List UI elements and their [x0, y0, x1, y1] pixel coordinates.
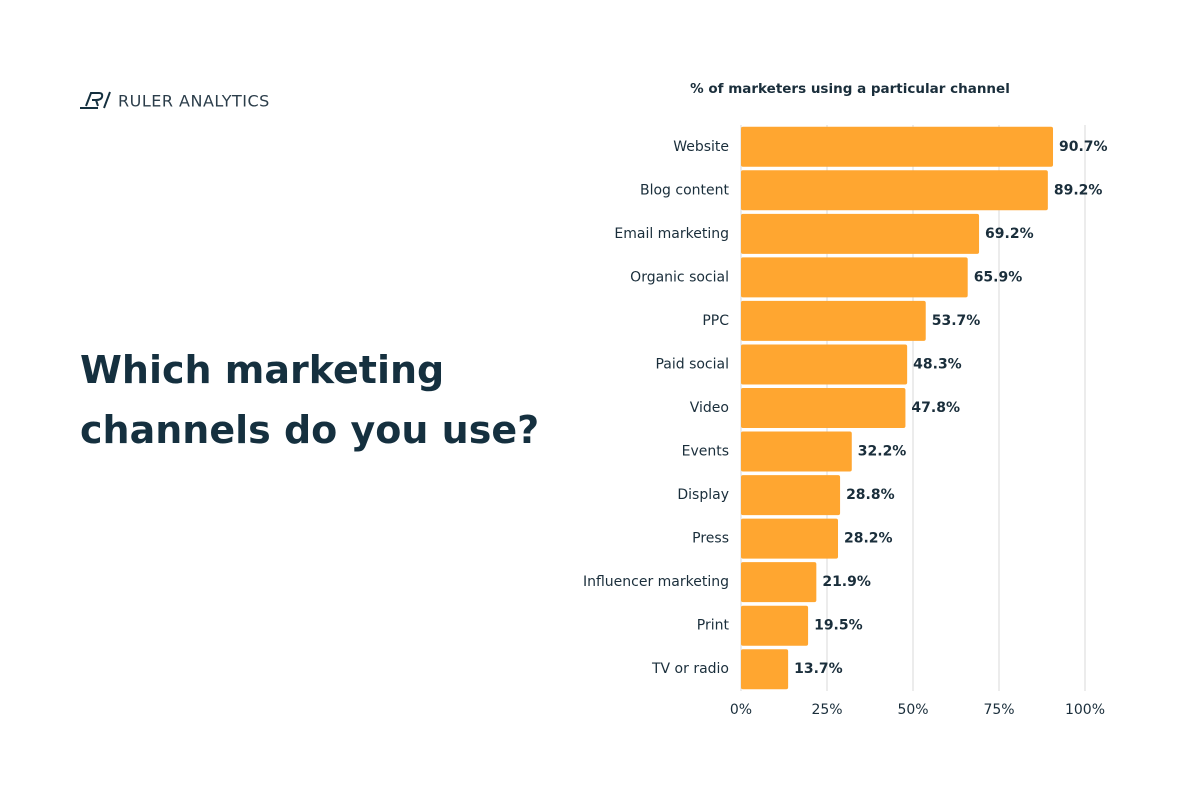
- bar: [741, 518, 839, 559]
- bar: [741, 475, 841, 516]
- x-tick-label: 25%: [811, 702, 842, 718]
- y-tick-label: Events: [682, 444, 729, 460]
- value-label: 21.9%: [822, 574, 871, 590]
- chart-title: % of marketers using a particular channe…: [690, 81, 1010, 97]
- brand: RULER ANALYTICS: [118, 92, 270, 111]
- bar: [741, 170, 1048, 211]
- x-tick-label: 100%: [1065, 702, 1105, 718]
- bar: [741, 388, 906, 428]
- bar: [741, 257, 968, 298]
- bar: [741, 126, 1054, 167]
- y-tick-label: Blog content: [640, 182, 730, 198]
- bar: [741, 213, 980, 254]
- headline: Which marketing channels do you use?: [80, 348, 540, 452]
- y-tick-label: TV or radio: [651, 661, 729, 677]
- value-label: 48.3%: [913, 356, 962, 372]
- value-label: 89.2%: [1054, 182, 1103, 198]
- value-label: 69.2%: [985, 226, 1034, 242]
- value-label: 32.2%: [858, 444, 907, 460]
- bar: [741, 649, 789, 690]
- y-tick-label: Print: [697, 618, 730, 634]
- x-tick-label: 0%: [730, 702, 752, 718]
- x-tick-label: 50%: [897, 702, 928, 718]
- value-label: 28.2%: [844, 531, 893, 547]
- bar: [741, 344, 908, 385]
- y-tick-label: Email marketing: [614, 226, 729, 242]
- value-label: 65.9%: [974, 269, 1023, 285]
- value-label: 19.5%: [814, 618, 863, 634]
- logo-mark: [80, 91, 111, 109]
- x-tick-label: 75%: [983, 702, 1014, 718]
- y-tick-label: Organic social: [630, 269, 729, 285]
- value-label: 13.7%: [794, 661, 843, 677]
- value-label: 53.7%: [932, 313, 981, 329]
- bar: [741, 431, 852, 472]
- y-tick-label: Website: [673, 139, 729, 155]
- value-label: 47.8%: [911, 400, 960, 416]
- value-label: 28.8%: [846, 487, 895, 503]
- bar: [741, 605, 809, 646]
- y-tick-label: PPC: [702, 313, 729, 329]
- y-tick-label: Influencer marketing: [583, 574, 729, 590]
- y-tick-label: Paid social: [655, 356, 729, 372]
- y-tick-label: Press: [692, 531, 729, 547]
- value-label: 90.7%: [1059, 139, 1108, 155]
- bar: [741, 300, 926, 341]
- bar: [741, 562, 817, 603]
- y-tick-label: Video: [690, 400, 729, 416]
- y-tick-label: Display: [677, 487, 729, 503]
